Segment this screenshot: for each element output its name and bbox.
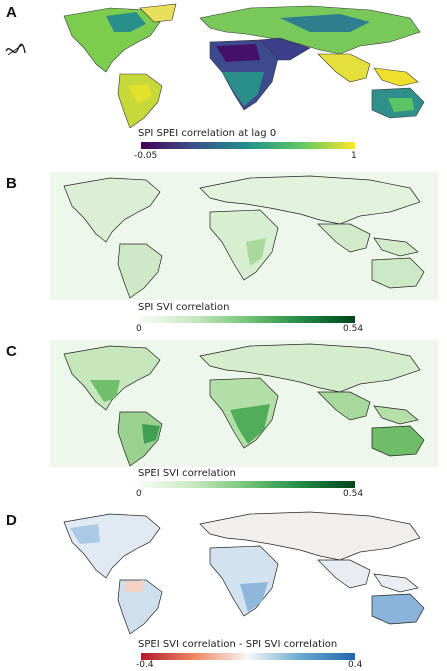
panel-letter-a: A [6, 4, 17, 21]
colorbar-b-min: 0 [136, 324, 142, 334]
colorbar-title-b: SPI SVI correlation [138, 302, 230, 313]
panel-letter-d: D [6, 512, 17, 529]
colorbar-title-c: SPEI SVI correlation [138, 468, 236, 479]
map-panel-b [50, 172, 438, 300]
colorbar-c-max: 0.54 [343, 489, 364, 499]
colorbar-a [141, 142, 355, 149]
colorbar-a-max: 1 [351, 151, 357, 161]
panel-letter-b: B [6, 175, 17, 192]
colorbar-b-max: 0.54 [343, 324, 364, 334]
colorbar-title-a: SPI SPEI correlation at lag 0 [138, 128, 277, 139]
colorbar-d-max: 0.4 [348, 660, 363, 670]
colorbar-title-d: SPEI SVI correlation - SPI SVI correlati… [138, 639, 338, 650]
map-panel-d [50, 508, 438, 636]
colorbar-c-min: 0 [136, 489, 142, 499]
map-panel-c [50, 340, 438, 467]
colorbar-c [140, 481, 355, 488]
colorbar-d [141, 653, 355, 660]
colorbar-a-min: -0.05 [134, 151, 158, 161]
colorbar-d-min: -0.4 [136, 660, 154, 670]
map-panel-a [50, 2, 438, 128]
panel-letter-c: C [6, 343, 17, 360]
colorbar-b [140, 316, 355, 323]
side-logo-icon [5, 43, 26, 56]
